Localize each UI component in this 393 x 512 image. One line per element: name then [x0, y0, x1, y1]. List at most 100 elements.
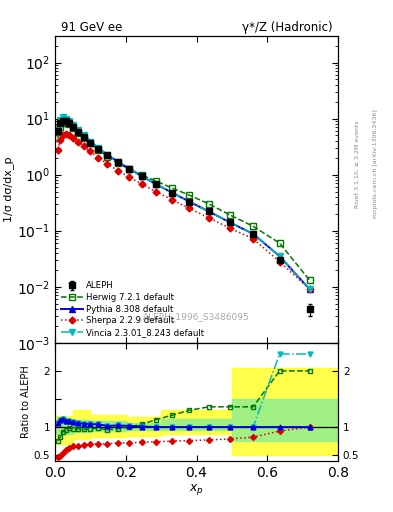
- Sherpa 2.2.9 default: [127, 174, 132, 180]
- Herwig 7.2.1 default: [105, 154, 110, 160]
- X-axis label: $x_p$: $x_p$: [189, 482, 204, 498]
- Pythia 8.308 default: [307, 286, 312, 292]
- Herwig 7.2.1 default: [169, 185, 174, 191]
- Herwig 7.2.1 default: [63, 119, 68, 125]
- Sherpa 2.2.9 default: [55, 146, 60, 153]
- Pythia 8.308 default: [169, 189, 174, 196]
- Sherpa 2.2.9 default: [277, 259, 282, 265]
- Pythia 8.308 default: [153, 181, 158, 187]
- Y-axis label: 1/σ dσ/dx_p: 1/σ dσ/dx_p: [3, 157, 14, 222]
- Pythia 8.308 default: [63, 116, 68, 122]
- Vincia 2.3.01_8.243 default: [61, 114, 65, 120]
- Sherpa 2.2.9 default: [63, 131, 68, 137]
- Herwig 7.2.1 default: [88, 140, 93, 146]
- Pythia 8.308 default: [71, 122, 76, 129]
- Text: γ*/Z (Hadronic): γ*/Z (Hadronic): [242, 22, 332, 34]
- Vincia 2.3.01_8.243 default: [67, 118, 72, 124]
- Herwig 7.2.1 default: [307, 278, 312, 284]
- Text: mcplots.cern.ch [arXiv:1306.3436]: mcplots.cern.ch [arXiv:1306.3436]: [373, 110, 378, 218]
- Vincia 2.3.01_8.243 default: [251, 231, 255, 237]
- Vincia 2.3.01_8.243 default: [277, 253, 282, 259]
- Sherpa 2.2.9 default: [58, 137, 63, 143]
- Pythia 8.308 default: [96, 145, 101, 151]
- Pythia 8.308 default: [140, 173, 144, 179]
- Sherpa 2.2.9 default: [71, 135, 76, 141]
- Herwig 7.2.1 default: [251, 223, 255, 229]
- Y-axis label: Ratio to ALEPH: Ratio to ALEPH: [21, 366, 31, 438]
- Sherpa 2.2.9 default: [140, 181, 144, 187]
- Sherpa 2.2.9 default: [187, 205, 192, 211]
- Vincia 2.3.01_8.243 default: [58, 117, 63, 123]
- Line: Herwig 7.2.1 default: Herwig 7.2.1 default: [55, 120, 312, 283]
- Sherpa 2.2.9 default: [307, 286, 312, 292]
- Pythia 8.308 default: [116, 159, 120, 165]
- Vincia 2.3.01_8.243 default: [169, 189, 174, 196]
- Pythia 8.308 default: [88, 138, 93, 144]
- Herwig 7.2.1 default: [187, 192, 192, 198]
- Sherpa 2.2.9 default: [76, 138, 81, 144]
- Herwig 7.2.1 default: [67, 121, 72, 127]
- Vincia 2.3.01_8.243 default: [76, 127, 81, 133]
- Herwig 7.2.1 default: [153, 178, 158, 184]
- Sherpa 2.2.9 default: [207, 215, 211, 221]
- Vincia 2.3.01_8.243 default: [127, 165, 132, 172]
- Herwig 7.2.1 default: [116, 160, 120, 166]
- Sherpa 2.2.9 default: [228, 225, 233, 231]
- Sherpa 2.2.9 default: [82, 143, 86, 150]
- Pythia 8.308 default: [82, 133, 86, 139]
- Line: Vincia 2.3.01_8.243 default: Vincia 2.3.01_8.243 default: [55, 114, 313, 292]
- Herwig 7.2.1 default: [140, 172, 144, 178]
- Sherpa 2.2.9 default: [251, 236, 255, 242]
- Vincia 2.3.01_8.243 default: [96, 145, 101, 151]
- Pythia 8.308 default: [61, 114, 65, 120]
- Vincia 2.3.01_8.243 default: [63, 116, 68, 122]
- Vincia 2.3.01_8.243 default: [187, 199, 192, 205]
- Herwig 7.2.1 default: [96, 146, 101, 153]
- Pythia 8.308 default: [58, 117, 63, 123]
- Herwig 7.2.1 default: [58, 124, 63, 131]
- Vincia 2.3.01_8.243 default: [207, 208, 211, 215]
- Pythia 8.308 default: [228, 220, 233, 226]
- Legend: ALEPH, Herwig 7.2.1 default, Pythia 8.308 default, Sherpa 2.2.9 default, Vincia : ALEPH, Herwig 7.2.1 default, Pythia 8.30…: [59, 280, 206, 338]
- Line: Pythia 8.308 default: Pythia 8.308 default: [55, 114, 313, 292]
- Herwig 7.2.1 default: [55, 135, 60, 141]
- Pythia 8.308 default: [277, 253, 282, 259]
- Sherpa 2.2.9 default: [96, 155, 101, 161]
- Vincia 2.3.01_8.243 default: [82, 133, 86, 139]
- Pythia 8.308 default: [207, 208, 211, 215]
- Pythia 8.308 default: [105, 152, 110, 158]
- Sherpa 2.2.9 default: [88, 148, 93, 155]
- Vincia 2.3.01_8.243 default: [88, 138, 93, 144]
- Sherpa 2.2.9 default: [169, 197, 174, 203]
- Text: ALEPH_1996_S3486095: ALEPH_1996_S3486095: [143, 312, 250, 321]
- Pythia 8.308 default: [55, 126, 60, 132]
- Vincia 2.3.01_8.243 default: [105, 152, 110, 158]
- Vincia 2.3.01_8.243 default: [228, 220, 233, 226]
- Herwig 7.2.1 default: [127, 166, 132, 173]
- Herwig 7.2.1 default: [277, 240, 282, 246]
- Vincia 2.3.01_8.243 default: [55, 126, 60, 132]
- Text: Rivet 3.1.10, ≥ 3.2M events: Rivet 3.1.10, ≥ 3.2M events: [355, 120, 360, 208]
- Text: 91 GeV ee: 91 GeV ee: [61, 22, 122, 34]
- Herwig 7.2.1 default: [82, 135, 86, 141]
- Sherpa 2.2.9 default: [105, 161, 110, 167]
- Pythia 8.308 default: [76, 127, 81, 133]
- Herwig 7.2.1 default: [61, 119, 65, 125]
- Herwig 7.2.1 default: [228, 212, 233, 218]
- Herwig 7.2.1 default: [76, 130, 81, 136]
- Herwig 7.2.1 default: [207, 201, 211, 207]
- Sherpa 2.2.9 default: [153, 188, 158, 195]
- Vincia 2.3.01_8.243 default: [116, 159, 120, 165]
- Line: Sherpa 2.2.9 default: Sherpa 2.2.9 default: [55, 132, 312, 292]
- Vincia 2.3.01_8.243 default: [71, 122, 76, 129]
- Vincia 2.3.01_8.243 default: [140, 173, 144, 179]
- Vincia 2.3.01_8.243 default: [307, 286, 312, 292]
- Pythia 8.308 default: [67, 118, 72, 124]
- Pythia 8.308 default: [127, 165, 132, 172]
- Pythia 8.308 default: [251, 231, 255, 237]
- Vincia 2.3.01_8.243 default: [153, 181, 158, 187]
- Sherpa 2.2.9 default: [116, 167, 120, 174]
- Pythia 8.308 default: [187, 199, 192, 205]
- Sherpa 2.2.9 default: [67, 132, 72, 138]
- Herwig 7.2.1 default: [71, 125, 76, 131]
